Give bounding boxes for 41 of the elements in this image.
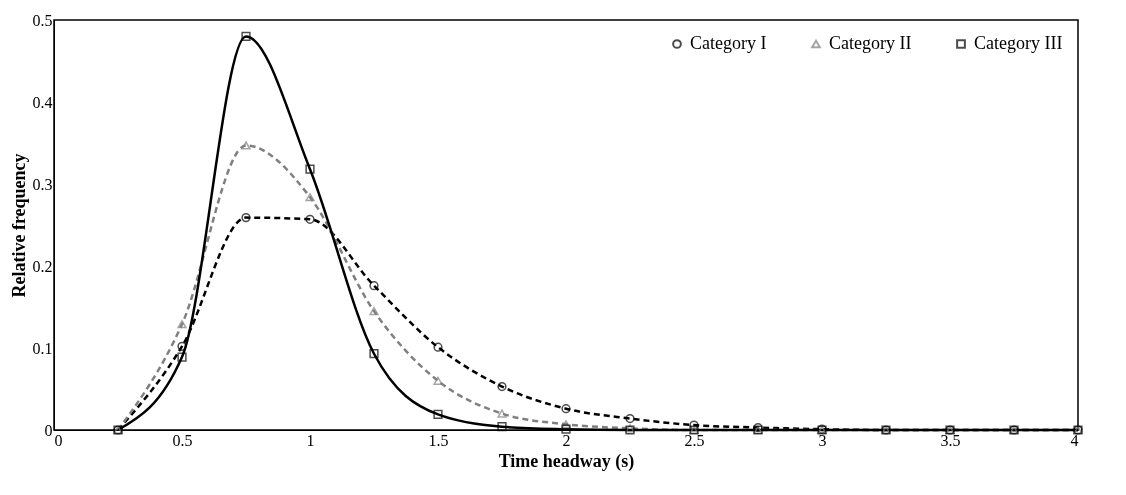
point <box>241 31 251 42</box>
point <box>433 342 443 352</box>
y-tick-label: 0.2 <box>32 257 53 275</box>
point <box>689 420 699 430</box>
x-tick-label: 2 <box>562 431 571 449</box>
point <box>369 281 379 291</box>
x-axis-title: Time headway (s) <box>498 450 635 472</box>
point <box>241 141 251 150</box>
legend-label: Category II <box>829 33 912 53</box>
x-tick-label: 0.5 <box>172 431 193 449</box>
point <box>497 409 507 418</box>
point <box>369 349 379 359</box>
point <box>433 409 443 420</box>
y-tick-label: 0.4 <box>32 93 53 111</box>
point <box>177 352 187 362</box>
y-axis-title: Relative frequency <box>8 153 29 298</box>
point <box>497 381 507 392</box>
y-tick-label: 0.5 <box>32 11 53 29</box>
y-tick-label: 0.1 <box>32 339 53 357</box>
x-tick-label: 1.5 <box>428 431 449 449</box>
point <box>305 193 315 202</box>
point <box>561 404 571 414</box>
x-tick-label: 3.5 <box>940 431 961 449</box>
x-tick-label: 1 <box>306 431 315 449</box>
point <box>561 424 571 434</box>
point <box>433 376 443 385</box>
point <box>369 307 379 316</box>
legend-label: Category III <box>974 33 1063 53</box>
point <box>561 420 571 429</box>
point <box>177 320 187 329</box>
point <box>241 213 251 223</box>
point <box>177 341 187 351</box>
x-tick-label: 2.5 <box>684 431 705 449</box>
legend-label: Category I <box>690 33 767 53</box>
x-tick-label: 3 <box>818 431 827 449</box>
point <box>305 214 315 224</box>
point <box>625 413 635 424</box>
x-tick-label: 4 <box>1070 431 1079 449</box>
point <box>497 422 507 432</box>
point <box>305 164 315 174</box>
y-tick-label: 0.3 <box>32 175 53 193</box>
